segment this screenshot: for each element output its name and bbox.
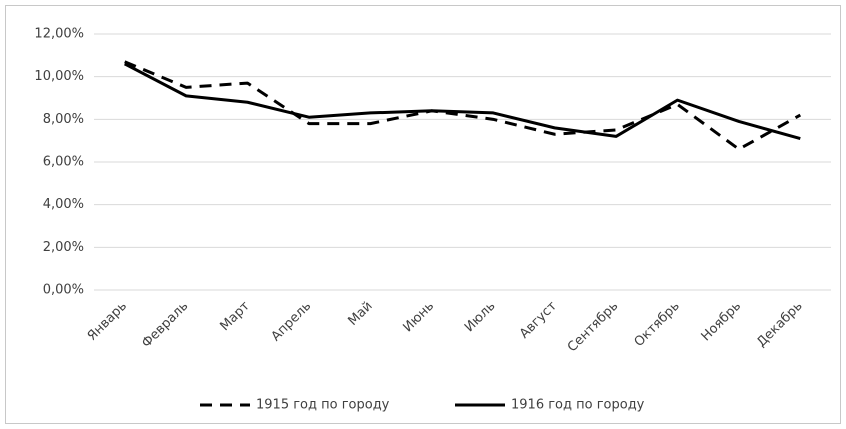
- y-tick-label: 0,00%: [43, 283, 84, 298]
- y-tick-label: 6,00%: [43, 155, 84, 170]
- y-tick-label: 8,00%: [43, 112, 84, 127]
- series-line: [124, 60, 802, 151]
- legend-label: 1915 год по городу: [256, 398, 390, 413]
- y-tick-label: 2,00%: [43, 240, 84, 255]
- y-tick-label: 12,00%: [34, 27, 84, 42]
- series-line: [124, 62, 801, 140]
- y-tick-label: 10,00%: [34, 69, 84, 84]
- y-tick-label: 4,00%: [43, 197, 84, 212]
- legend-label: 1916 год по городу: [511, 398, 645, 413]
